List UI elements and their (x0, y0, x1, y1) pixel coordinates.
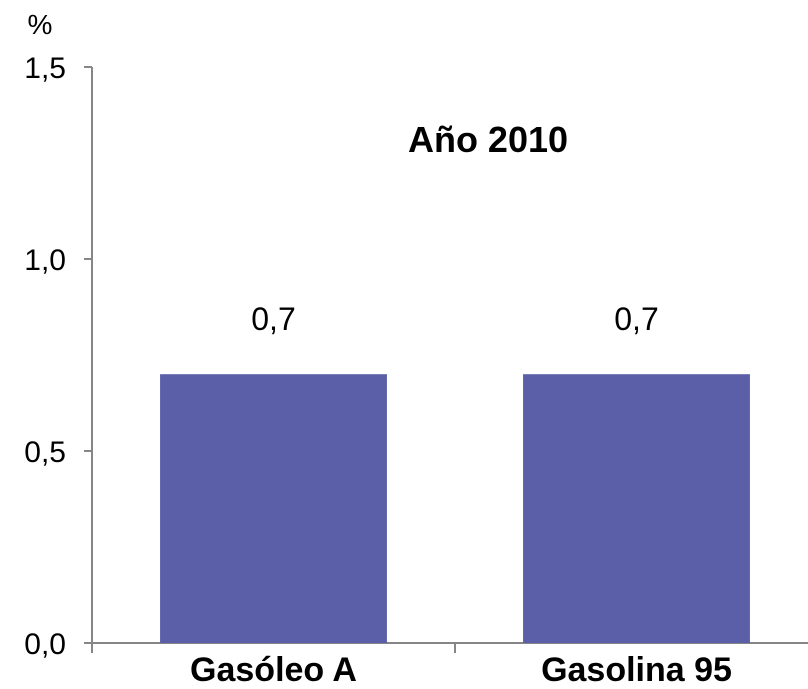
labels: 0,7 Gasóleo A 0,7 Gasolina 95 (190, 301, 732, 689)
y-ticks: 0,0 0,5 1,0 1,5 (24, 52, 92, 661)
data-label: 0,7 (251, 301, 295, 337)
category-label: Gasolina 95 (541, 651, 732, 689)
x-ticks (91, 643, 456, 653)
bar (523, 374, 750, 643)
category-label: Gasóleo A (190, 651, 357, 689)
y-tick-label: 1,5 (24, 52, 66, 85)
chart-title: Año 2010 (408, 119, 568, 160)
y-tick-label: 0,5 (24, 436, 66, 469)
y-tick-label: 1,0 (24, 244, 66, 277)
y-tick-label: 0,0 (24, 628, 66, 661)
y-unit-label: % (28, 9, 53, 40)
bars (160, 374, 750, 643)
data-label: 0,7 (614, 301, 658, 337)
bar (160, 374, 387, 643)
